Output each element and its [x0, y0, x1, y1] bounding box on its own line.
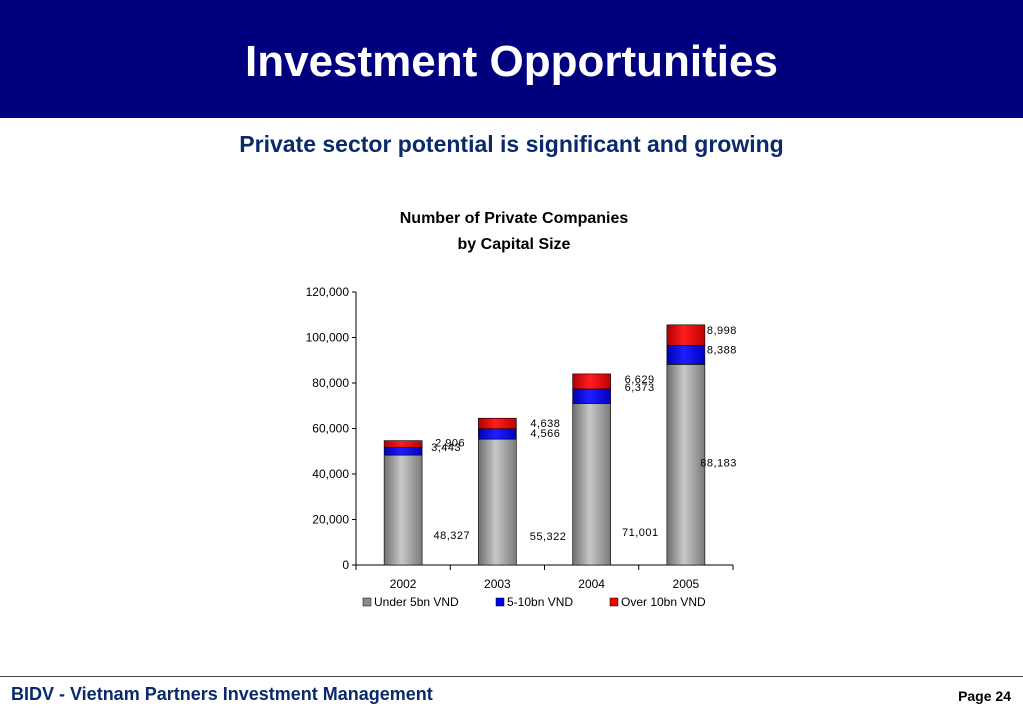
y-tick-label: 40,000	[312, 467, 349, 481]
data-label: 55,322	[530, 531, 567, 543]
bar-segment	[666, 324, 706, 346]
x-tick-label: 2003	[484, 577, 511, 591]
y-tick-label: 0	[342, 558, 349, 572]
legend-label: Over 10bn VND	[621, 595, 706, 609]
bar-segment	[383, 446, 423, 456]
slide-title: Investment Opportunities	[245, 37, 778, 86]
chart-title: Number of Private Companies by Capital S…	[264, 206, 764, 258]
data-label: 71,001	[622, 527, 659, 539]
legend-label: 5-10bn VND	[507, 595, 573, 609]
y-tick-label: 100,000	[306, 331, 350, 345]
title-bar: Investment Opportunities	[0, 0, 1023, 118]
data-label: 88,183	[700, 457, 737, 469]
footer-divider	[0, 676, 1023, 677]
y-tick-label: 60,000	[312, 422, 349, 436]
x-tick-label: 2002	[390, 577, 417, 591]
data-label: 4,638	[530, 418, 560, 430]
legend-swatch	[609, 597, 619, 607]
data-label: 3,443	[431, 442, 461, 454]
bar-segment	[572, 373, 611, 390]
data-label: 6,373	[625, 382, 655, 394]
legend-swatch	[495, 597, 505, 607]
slide-subtitle: Private sector potential is significant …	[239, 131, 784, 157]
legend-label: Under 5bn VND	[374, 595, 459, 609]
y-tick-label: 120,000	[306, 285, 350, 299]
page-number: Page 24	[958, 688, 1011, 704]
y-tick-label: 20,000	[312, 513, 349, 527]
bar-segment	[383, 454, 423, 566]
footer-company: BIDV - Vietnam Partners Investment Manag…	[11, 684, 433, 704]
chart-title-line-2: by Capital Size	[457, 236, 571, 253]
legend-swatch	[362, 597, 372, 607]
bar-segment	[666, 345, 706, 365]
data-label: 6,629	[625, 374, 655, 386]
bar-segment	[478, 438, 517, 566]
data-label: 2,906	[435, 438, 465, 450]
bar-segment	[478, 417, 517, 430]
data-label: 4,566	[530, 428, 560, 440]
y-tick-label: 80,000	[312, 376, 349, 390]
data-label: 8,998	[707, 325, 737, 337]
x-tick-label: 2004	[578, 577, 605, 591]
data-label: 8,388	[707, 344, 737, 356]
bar-segment	[478, 428, 517, 440]
bar-segment	[572, 388, 611, 404]
bar-segment	[383, 440, 423, 448]
bar-segment	[666, 364, 706, 566]
x-tick-label: 2005	[673, 577, 700, 591]
bar-segment	[572, 403, 611, 566]
data-label: 48,327	[433, 530, 470, 542]
chart-title-line-1: Number of Private Companies	[399, 210, 629, 227]
